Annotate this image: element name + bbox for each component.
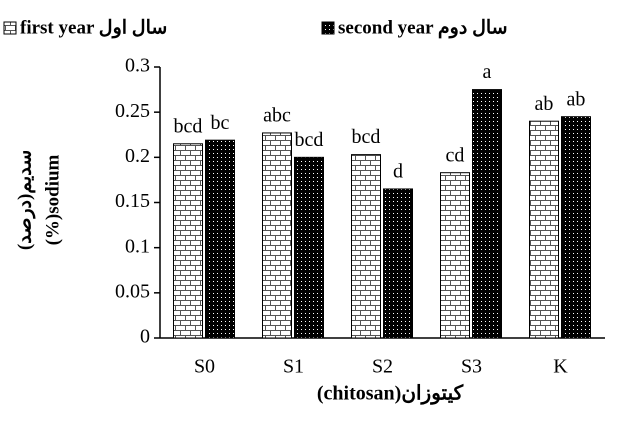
y-tick-label: 0.1	[125, 235, 150, 257]
bar-letter: d	[393, 161, 403, 183]
bar	[351, 154, 381, 339]
bar-letter: bcd	[295, 129, 324, 151]
x-tick-label: K	[553, 356, 568, 378]
y-tick-label: 0.15	[115, 190, 150, 212]
y-tick-label: 0.05	[115, 280, 150, 302]
bar	[205, 139, 235, 339]
bar-letter: bcd	[352, 126, 381, 148]
bar-letter: a	[483, 61, 492, 83]
x-tick-label: S0	[194, 356, 215, 378]
x-tick-label: S3	[461, 356, 482, 378]
x-axis-label: (chitosan)کیتوزان	[317, 383, 464, 406]
x-tick-label: S1	[283, 356, 304, 378]
bar-letter: bcd	[174, 115, 203, 137]
x-tick-label: S2	[372, 356, 393, 378]
bar-letter: bc	[211, 112, 230, 134]
bar	[294, 156, 324, 339]
y-tick-label: 0.2	[125, 145, 150, 167]
bar	[472, 89, 502, 339]
bar	[383, 188, 413, 339]
bar	[529, 120, 559, 339]
bar-letter: ab	[535, 93, 554, 115]
legend-label: first year سال اول	[20, 17, 167, 38]
bar-letter: cd	[446, 144, 465, 166]
y-axis-label: سدیم(درصد)	[14, 150, 35, 250]
bar	[262, 132, 292, 339]
y-axis-label: (%)sodium	[42, 154, 63, 245]
legend-label: second year سال دوم	[338, 17, 508, 38]
bar-letter: abc	[263, 105, 291, 127]
legend-swatch	[3, 21, 17, 35]
y-tick-label: 0.25	[115, 100, 150, 122]
legend-swatch	[321, 21, 335, 35]
bar	[561, 116, 591, 339]
bar-letter: ab	[567, 88, 586, 110]
bar	[440, 172, 470, 339]
y-tick-label: 0.3	[125, 55, 150, 77]
bar	[173, 143, 203, 339]
y-tick-label: 0	[140, 326, 150, 348]
